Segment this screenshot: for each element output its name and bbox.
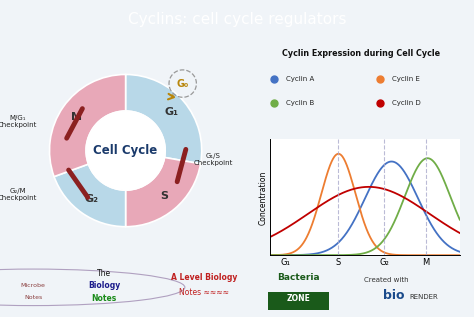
- Text: ZONE: ZONE: [287, 294, 310, 303]
- Text: Notes: Notes: [91, 294, 117, 303]
- Text: Cyclin A: Cyclin A: [286, 75, 314, 81]
- Text: Created with: Created with: [364, 277, 409, 283]
- Text: Cyclin D: Cyclin D: [392, 100, 420, 106]
- Wedge shape: [54, 164, 126, 227]
- Wedge shape: [126, 74, 202, 164]
- Text: S: S: [160, 191, 168, 201]
- Wedge shape: [126, 158, 201, 227]
- Text: Cyclins: cell cycle regulators: Cyclins: cell cycle regulators: [128, 12, 346, 27]
- Text: The: The: [97, 269, 111, 278]
- Text: Notes ≈≈≈≈: Notes ≈≈≈≈: [179, 288, 229, 297]
- Text: G₁/S
Checkpoint: G₁/S Checkpoint: [193, 153, 233, 166]
- Text: Bacteria: Bacteria: [277, 273, 320, 282]
- Wedge shape: [49, 74, 126, 177]
- Text: RENDER: RENDER: [410, 294, 438, 300]
- Text: G₂/M
Checkpoint: G₂/M Checkpoint: [0, 188, 37, 201]
- Text: Cyclin E: Cyclin E: [392, 75, 419, 81]
- Bar: [268, 292, 329, 310]
- Text: M: M: [72, 112, 82, 121]
- Text: G₀: G₀: [177, 79, 189, 88]
- Text: G₂: G₂: [84, 194, 99, 204]
- Text: Biology: Biology: [88, 281, 120, 290]
- Text: M/G₁
Checkpoint: M/G₁ Checkpoint: [0, 115, 37, 128]
- Text: bio: bio: [383, 289, 404, 302]
- Text: G₁: G₁: [164, 107, 178, 117]
- Text: Notes: Notes: [24, 294, 42, 300]
- Y-axis label: Concentration: Concentration: [258, 170, 267, 224]
- Text: Cyclin Expression during Cell Cycle: Cyclin Expression during Cell Cycle: [283, 49, 440, 58]
- Circle shape: [86, 111, 165, 190]
- Text: Microbe: Microbe: [21, 283, 46, 288]
- Text: Cell Cycle: Cell Cycle: [93, 144, 158, 157]
- Text: Cyclin B: Cyclin B: [286, 100, 314, 106]
- Text: A Level Biology: A Level Biology: [171, 273, 237, 282]
